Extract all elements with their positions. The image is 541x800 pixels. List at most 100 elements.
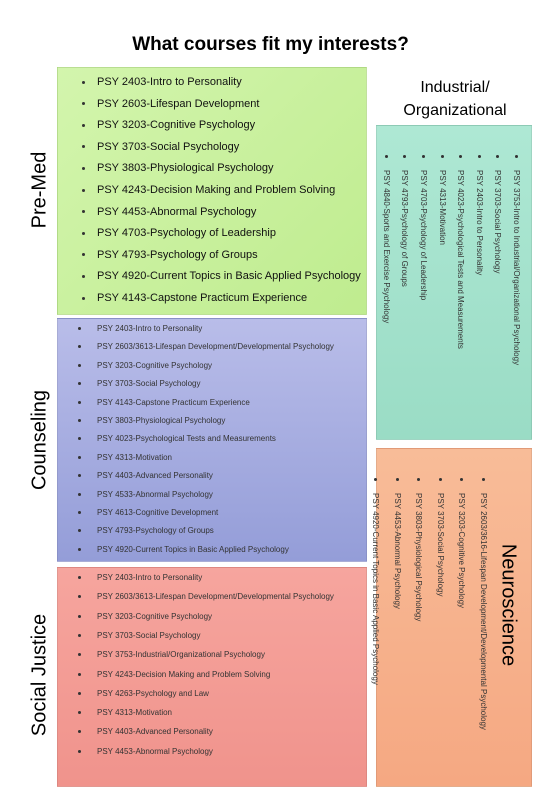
course-item: PSY 3203-Cognitive Psychology	[97, 611, 213, 621]
bullet	[78, 437, 81, 441]
course-item: PSY 4243-Decision Making and Problem Sol…	[97, 184, 336, 196]
course-item: PSY 4840-Sports and Exercise Psychology	[381, 170, 391, 324]
bullet	[82, 188, 85, 192]
course-item: PSY 4703-Psychology of Leadership	[419, 170, 428, 301]
course-item: PSY 4613-Cognitive Development	[97, 508, 219, 517]
bullet	[460, 478, 464, 481]
bullet	[477, 155, 481, 158]
bullet	[78, 492, 81, 496]
course-item: PSY 3203-Cognitive Psychology	[97, 119, 256, 132]
course-item: PSY 2603-Lifespan Development	[97, 97, 260, 110]
course-item: PSY 4243-Decision Making and Problem Sol…	[97, 669, 271, 679]
bullet	[78, 576, 81, 579]
course-item: PSY 2403-Intro to Personality	[474, 170, 484, 276]
course-item: PSY 3703-Social Psychology	[436, 493, 445, 597]
course-item: PSY 3703-Social Psychology	[493, 170, 503, 274]
course-item: PSY 4703-Psychology of Leadership	[97, 227, 276, 240]
course-item: PSY 4263-Psychology and Law	[97, 688, 209, 698]
bullet	[78, 547, 81, 551]
course-item: PSY 4313-Motivation	[97, 708, 173, 718]
bullet	[78, 327, 81, 330]
course-item: PSY 4793-Psychology of Groups	[97, 526, 214, 536]
bullet	[78, 691, 81, 695]
course-item: PSY 4793-Psychology of Groups	[400, 170, 410, 287]
course-item: PSY 4793-Psychology of Groups	[97, 248, 258, 261]
social-justice-box	[57, 567, 367, 787]
course-item: PSY 3753-Industrial/Organizational Psych…	[97, 650, 265, 660]
bullet	[78, 711, 81, 715]
bullet	[78, 382, 81, 386]
course-item: PSY 4920-Current Topics in Basic Applied…	[97, 270, 361, 283]
course-item: PSY 3203-Cognitive Psychology	[457, 493, 467, 609]
course-item: PSY 3803-Physiological Psychology	[97, 162, 274, 175]
bullet	[78, 749, 81, 753]
bullet	[78, 511, 81, 514]
rotated-list: PSY 2603/3616-Lifespan Development/Devel…	[372, 448, 530, 785]
bullet	[78, 345, 81, 349]
bullet	[396, 478, 399, 481]
bullet	[440, 155, 444, 158]
course-item: PSY 3803-Physiological Psychology	[414, 493, 424, 622]
course-item: PSY 4403-Advanced Personality	[97, 727, 213, 737]
bullet	[482, 478, 485, 481]
bullet	[374, 478, 378, 481]
bullet	[78, 614, 81, 618]
section-label: Industrial/ Organizational	[403, 79, 507, 119]
section-label: Counseling	[28, 389, 51, 491]
bullet	[82, 102, 85, 106]
section-label: Social Justice	[28, 613, 51, 737]
course-item: PSY 4403-Advanced Personality	[97, 471, 213, 481]
bullet	[78, 730, 81, 734]
bullet	[78, 474, 81, 478]
bullet	[78, 672, 81, 676]
course-item: PSY 2603/3613-Lifespan Development/Devel…	[97, 592, 334, 602]
bullet	[82, 296, 85, 300]
course-item: PSY 4453-Abnormal Psychology	[97, 205, 257, 218]
bullet	[82, 123, 85, 127]
bullet	[78, 363, 81, 367]
bullet	[439, 478, 442, 481]
bullet	[78, 455, 81, 459]
bullet	[78, 400, 81, 404]
bullet	[82, 253, 85, 257]
course-item: PSY 3803-Physiological Psychology	[97, 416, 226, 425]
course-item: PSY 2403-Intro to Personality	[97, 76, 242, 88]
course-item: PSY 4143-Capstone Practicum Experience	[97, 292, 308, 304]
neuroscience-box	[376, 448, 532, 787]
course-item: PSY 4453-Abnormal Psychology	[393, 493, 402, 609]
bullet	[459, 155, 463, 158]
course-item: PSY 4920-Current Topics in Basic Applied…	[97, 544, 289, 554]
industrial-box	[376, 125, 532, 440]
course-item: PSY 3753-Intro to Industrial/Organizatio…	[512, 170, 521, 366]
counseling-box	[57, 318, 367, 562]
course-item: PSY 2403-Intro to Personality	[97, 573, 203, 582]
course-item: PSY 3203-Cognitive Psychology	[97, 360, 213, 370]
bullet	[82, 210, 85, 214]
section-label: Pre-Med	[28, 151, 51, 229]
course-item: PSY 4453-Abnormal Psychology	[97, 746, 213, 756]
bullet	[422, 155, 425, 158]
course-item: PSY 2603/3616-Lifespan Development/Devel…	[479, 493, 488, 730]
course-item: PSY 3703-Social Psychology	[97, 630, 201, 640]
pre-med-box	[57, 67, 367, 315]
course-item: PSY 4920-Current Topics in Basic Applied…	[371, 493, 381, 685]
course-item: PSY 2603/3613-Lifespan Development/Devel…	[97, 342, 334, 352]
bullet	[496, 155, 500, 158]
course-item: PSY 4023-Psychological Tests and Measure…	[97, 434, 276, 444]
bullet	[403, 155, 407, 158]
bullet	[82, 80, 85, 84]
course-item: PSY 2403-Intro to Personality	[97, 324, 203, 333]
bullet	[82, 231, 85, 235]
course-item: PSY 3703-Social Psychology	[97, 140, 240, 153]
page-title: What courses fit my interests?	[132, 34, 409, 55]
bullet	[82, 166, 85, 170]
bullet	[82, 274, 85, 278]
rotated-list: PSY 3753-Intro to Industrial/Organizatio…	[376, 125, 530, 438]
bullet	[78, 529, 81, 533]
bullet	[78, 653, 81, 657]
bullet	[78, 595, 81, 599]
course-item: PSY 4313-Motivation	[97, 452, 173, 462]
course-item: PSY 4313-Motivation	[437, 170, 447, 246]
course-item: PSY 4023-Psychological Tests and Measure…	[456, 170, 466, 349]
